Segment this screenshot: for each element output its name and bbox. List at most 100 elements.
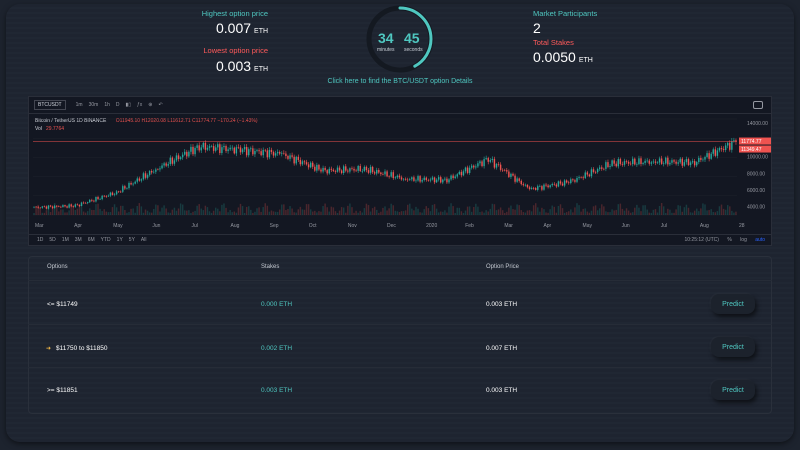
candle-body [555,184,558,187]
compare-icon[interactable]: ⊕ [148,102,153,108]
volume-bar [532,205,535,215]
candle-body [357,165,359,171]
candle-body [345,166,347,171]
candle-body [233,147,236,154]
candle-body [326,170,328,174]
candle-body [669,162,671,165]
volume-bar [376,209,378,215]
candle-body [177,155,180,159]
volume-bar [510,205,512,215]
chart-range-bar: 1D 5D 1M 3M 6M YTD 1Y 5Y All 10:25:12 (U… [29,234,771,245]
candle-body [322,167,324,172]
volume-bar [248,206,250,215]
volume-bar [623,210,626,215]
candle-body [163,163,165,166]
candle-body [534,188,537,190]
candle-body [473,165,475,168]
candle-body [452,175,454,179]
volume-bar [693,210,696,215]
volume-bar [235,212,238,215]
candle-body [243,146,246,150]
volume-bar [136,205,138,215]
candle-body [51,206,54,209]
range-6m[interactable]: 6M [87,237,95,243]
volume-bar [312,211,314,215]
candle-body [468,167,471,173]
candle-body [518,178,520,181]
volume-bar [470,211,473,215]
range-ytd[interactable]: YTD [100,237,111,243]
range-1y[interactable]: 1Y [116,237,123,243]
volume-bar [316,212,318,215]
candle-body [574,180,576,182]
candle-body [363,166,366,171]
row-2-stake: 0.002 ETH [261,345,293,352]
volume-bar [305,204,308,215]
volume-bar [237,207,240,215]
range-5y[interactable]: 5Y [128,237,135,243]
candle-body [270,149,273,152]
interval-d[interactable]: D [115,102,120,108]
candle-body [314,166,316,171]
range-1d[interactable]: 1D [37,237,44,243]
volume-bar [322,206,324,215]
volume-bar [188,210,190,215]
volume-bar [506,211,508,215]
scale-log[interactable]: log [740,237,747,243]
interval-1m[interactable]: 1m [75,102,83,108]
volume-bar [565,212,568,215]
candle-body [623,161,626,165]
volume-bar [435,208,438,215]
volume-bar [262,207,264,215]
predict-button-row-3[interactable]: Predict [711,380,755,400]
candle-body [456,174,458,177]
volume-bar [289,206,291,215]
volume-bar [580,211,582,215]
volume-bar [157,205,159,215]
candle-body [324,167,326,171]
row-3-stake: 0.003 ETH [261,387,293,394]
candle-body [611,160,613,167]
candle-body [171,157,174,164]
scale-percent[interactable]: % [727,237,732,243]
volume-bar [576,203,578,215]
camera-icon[interactable] [753,101,763,109]
indicators-icon[interactable]: ƒx [137,102,143,108]
candle-body [134,181,136,184]
range-3m[interactable]: 3M [74,237,82,243]
volume-bar [537,207,539,215]
range-all[interactable]: All [140,237,147,243]
candle-body [212,146,215,151]
row-1-option: <= $11749 [47,301,78,308]
candle-body [619,159,622,164]
candle-body [89,199,91,203]
candlestick-chart[interactable]: 11774.77 11349.47 14000.00 10000.00 8000.00 6… [29,115,771,235]
volume-bar [93,209,95,215]
volume-bar [229,210,231,215]
symbol-search[interactable]: BTCUSDT [34,100,66,110]
candle-body [342,166,345,174]
candle-body [402,178,405,180]
option-details-link[interactable]: Click here to find the BTC/USDT option D… [327,78,473,85]
candle-body [417,176,419,181]
volume-bar [165,208,167,215]
range-1m[interactable]: 1M [61,237,69,243]
scale-auto[interactable]: auto [755,237,765,243]
interval-1h[interactable]: 1h [104,102,110,108]
candles-icon[interactable]: ▮▯ [125,102,132,108]
price-chart-widget[interactable]: BTCUSDT 1m 30m 1h D ▮▯ ƒx ⊕ ↶ Bitcoin / … [28,96,772,246]
candle-body [578,177,580,179]
candle-body [537,186,539,190]
candle-body [561,183,564,186]
predict-button-row-2[interactable]: Predict [711,337,755,357]
volume-bar [444,210,446,215]
predict-button-row-1[interactable]: Predict [711,294,755,314]
volume-bar [518,205,520,215]
undo-icon[interactable]: ↶ [158,102,163,108]
total-stakes-number: 0.0050 [533,49,576,65]
volume-bar [227,212,229,215]
range-5d[interactable]: 5D [49,237,56,243]
candle-body [617,159,620,167]
candle-body [272,151,275,156]
interval-30m[interactable]: 30m [88,102,99,108]
